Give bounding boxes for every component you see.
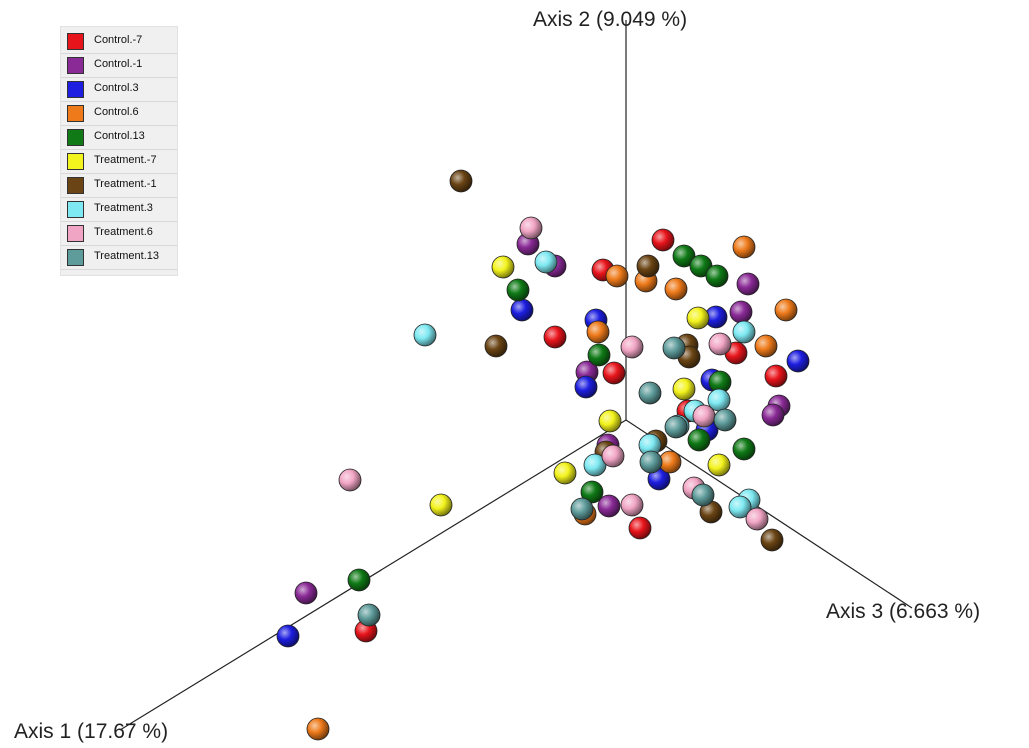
data-point: [570, 497, 594, 521]
data-point: [580, 480, 604, 504]
legend-swatch: [67, 33, 84, 50]
legend-item: Control.-1: [61, 53, 177, 78]
legend-label: Control.-1: [94, 58, 143, 70]
data-point: [732, 437, 756, 461]
data-point: [672, 244, 696, 268]
axis-3-label: Axis 3 (6.663 %): [826, 600, 981, 623]
data-point: [638, 381, 662, 405]
legend-swatch: [67, 177, 84, 194]
data-point: [601, 444, 625, 468]
legend-swatch: [67, 105, 84, 122]
data-point: [664, 277, 688, 301]
data-point: [484, 334, 508, 358]
axis-2-label: Axis 2 (9.049 %): [533, 8, 688, 31]
data-point: [449, 169, 473, 193]
data-point: [602, 361, 626, 385]
data-point: [553, 461, 577, 485]
legend-item: Control.6: [61, 101, 177, 126]
legend-label: Treatment.-7: [94, 154, 157, 166]
data-point: [662, 336, 686, 360]
legend-label: Treatment.3: [94, 202, 153, 214]
data-point: [664, 415, 688, 439]
legend-item: Control.-7: [61, 29, 177, 54]
data-point: [574, 375, 598, 399]
data-point: [357, 603, 381, 627]
data-point: [636, 254, 660, 278]
legend-label: Treatment.13: [94, 250, 160, 262]
data-point: [586, 320, 610, 344]
data-point: [713, 408, 737, 432]
data-point: [620, 493, 644, 517]
data-point: [672, 377, 696, 401]
data-point: [587, 343, 611, 367]
data-point: [764, 364, 788, 388]
legend-label: Control.6: [94, 106, 139, 118]
legend-swatch: [67, 153, 84, 170]
data-point: [686, 306, 710, 330]
axis-1-label: Axis 1 (17.67 %): [14, 720, 169, 743]
data-point: [691, 483, 715, 507]
data-point: [745, 507, 769, 531]
axis-3-line: [625, 419, 913, 609]
axis-1-line: [119, 419, 627, 731]
data-point: [728, 495, 752, 519]
legend-item: Treatment.13: [61, 245, 177, 270]
legend-label: Treatment.-1: [94, 178, 157, 190]
legend-swatch: [67, 225, 84, 242]
data-point: [732, 320, 756, 344]
data-point: [729, 300, 753, 324]
data-point: [519, 216, 543, 240]
data-point: [736, 272, 760, 296]
legend-swatch: [67, 249, 84, 266]
legend-swatch: [67, 81, 84, 98]
legend-item: Treatment.6: [61, 221, 177, 246]
legend-item: Control.3: [61, 77, 177, 102]
legend-label: Control.13: [94, 130, 145, 142]
data-point: [639, 450, 663, 474]
legend-label: Treatment.6: [94, 226, 153, 238]
data-point: [761, 403, 785, 427]
data-point: [543, 325, 567, 349]
data-point: [276, 624, 300, 648]
legend-item: Treatment.-7: [61, 149, 177, 174]
data-point: [506, 278, 530, 302]
legend-swatch: [67, 201, 84, 218]
data-point: [491, 255, 515, 279]
legend-item: Treatment.-1: [61, 173, 177, 198]
data-point: [620, 335, 644, 359]
data-point: [732, 235, 756, 259]
data-point: [429, 493, 453, 517]
data-point: [687, 428, 711, 452]
data-point: [347, 568, 371, 592]
data-point: [598, 409, 622, 433]
data-point: [413, 323, 437, 347]
legend-label: Control.3: [94, 82, 139, 94]
data-point: [294, 581, 318, 605]
data-point: [605, 264, 629, 288]
data-point: [628, 516, 652, 540]
legend-swatch: [67, 129, 84, 146]
data-point: [583, 453, 607, 477]
data-point: [786, 349, 810, 373]
data-point: [708, 332, 732, 356]
data-point: [774, 298, 798, 322]
data-point: [705, 264, 729, 288]
data-point: [510, 298, 534, 322]
legend-item: Control.13: [61, 125, 177, 150]
data-point: [597, 494, 621, 518]
data-point: [534, 250, 558, 274]
data-point: [707, 453, 731, 477]
legend-item: Treatment.3: [61, 197, 177, 222]
data-points: [276, 169, 810, 741]
data-point: [754, 334, 778, 358]
legend-label: Control.-7: [94, 34, 143, 46]
legend-swatch: [67, 57, 84, 74]
data-point: [338, 468, 362, 492]
data-point: [306, 717, 330, 741]
data-point: [760, 528, 784, 552]
legend: Control.-7 Control.-1 Control.3 Control.…: [60, 26, 178, 276]
data-point: [651, 228, 675, 252]
data-point: [692, 404, 716, 428]
